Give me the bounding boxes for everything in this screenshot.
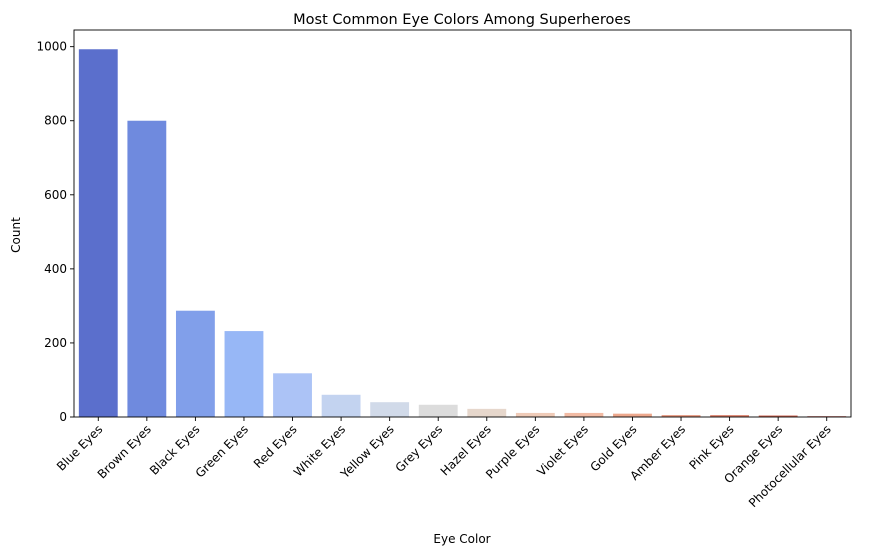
chart-title: Most Common Eye Colors Among Superheroes <box>293 12 631 28</box>
bar-black-eyes <box>175 310 215 417</box>
y-axis: 0 200 400 600 800 1000 <box>36 40 74 424</box>
x-tick-label: Green Eyes <box>193 422 251 480</box>
y-tick-label: 200 <box>44 336 67 350</box>
x-tick-label: Gold Eyes <box>587 422 639 474</box>
bar-orange-eyes <box>758 415 798 417</box>
y-axis-label: Count <box>9 217 23 253</box>
y-tick-label: 400 <box>44 262 67 276</box>
bar-violet-eyes <box>564 412 604 417</box>
y-tick-label: 0 <box>59 410 67 424</box>
x-tick-label: Red Eyes <box>251 422 300 471</box>
plot-frame <box>73 29 852 418</box>
y-tick-label: 1000 <box>36 40 67 54</box>
bar-white-eyes <box>321 394 361 417</box>
x-tick-label: Pink Eyes <box>687 422 737 472</box>
x-axis-label: Eye Color <box>433 532 490 546</box>
y-tick-label: 800 <box>44 114 67 128</box>
bar-grey-eyes <box>418 404 458 417</box>
bar-purple-eyes <box>515 412 555 417</box>
y-tick-label: 600 <box>44 188 67 202</box>
bar-red-eyes <box>273 373 312 417</box>
bar-gold-eyes <box>613 413 652 417</box>
x-tick-label: Blue Eyes <box>54 422 105 473</box>
bar-green-eyes <box>224 331 264 417</box>
bar-blue-eyes <box>78 49 118 417</box>
x-tick-label: Grey Eyes <box>393 422 446 475</box>
bar-pink-eyes <box>710 415 750 417</box>
bars-group <box>78 49 847 417</box>
x-tick-label: Photocellular Eyes <box>746 422 834 510</box>
x-tick-label: Violet Eyes <box>534 422 591 479</box>
bar-hazel-eyes <box>467 408 507 417</box>
bar-amber-eyes <box>661 415 701 417</box>
bar-yellow-eyes <box>370 402 410 417</box>
bar-brown-eyes <box>127 120 167 417</box>
